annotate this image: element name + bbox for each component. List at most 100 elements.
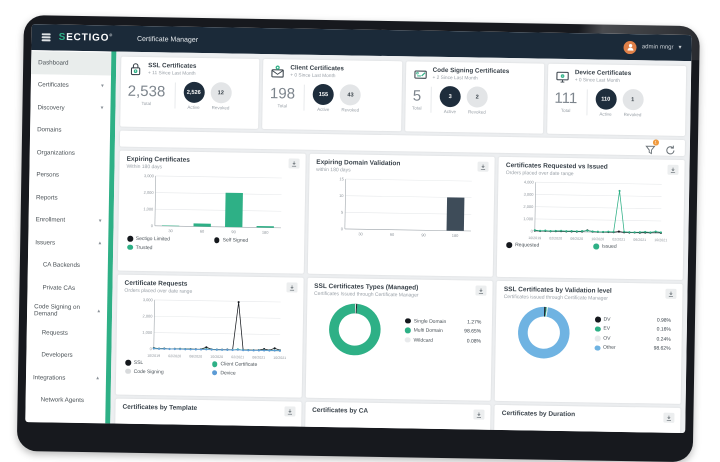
sidebar-item-label: Domains (37, 126, 62, 134)
svg-text:3,000: 3,000 (143, 297, 154, 302)
sidebar-item-label: Private CAs (42, 284, 76, 292)
sectigo-logo: SECTIGO® (58, 31, 114, 44)
stat-revoked-label: Revoked (468, 108, 486, 115)
svg-text:02/2021: 02/2021 (231, 355, 244, 359)
sidebar-item-discovery[interactable]: Discovery ▾ (30, 96, 110, 120)
device-frame: SECTIGO® Certificate Manager admin mngr … (16, 15, 700, 462)
legend-label: SSL (133, 359, 144, 367)
app-title: Certificate Manager (136, 35, 199, 44)
legend-label: OV (603, 335, 611, 342)
stat-total-label: Total (560, 107, 571, 113)
user-avatar-icon[interactable] (623, 40, 637, 54)
chart-card-expiring-domain-validation: Expiring Domain Validation within 180 day… (307, 153, 496, 277)
download-icon[interactable] (286, 282, 298, 293)
sidebar-item-issuers[interactable]: Issuers ▴ (28, 231, 108, 255)
sidebar-item-requests[interactable]: Requests (27, 321, 107, 345)
legend-item: DV 0.98% (594, 316, 672, 324)
download-icon[interactable] (473, 409, 485, 420)
download-icon[interactable] (288, 158, 300, 169)
sidebar-item-persons[interactable]: Persons (29, 164, 109, 188)
svg-text:4,000: 4,000 (524, 179, 535, 184)
stat-active-count: 2,526 (183, 81, 205, 103)
chart-title: Certificates by CA (312, 406, 369, 415)
download-icon[interactable] (475, 285, 487, 296)
chart-card-certificates-by-duration: Certificates by Duration (492, 404, 681, 434)
hamburger-icon[interactable] (41, 33, 51, 42)
svg-text:06/2020: 06/2020 (189, 354, 202, 358)
legend-value: 0.24% (656, 336, 671, 343)
sidebar-item-organizations[interactable]: Organizations (30, 141, 110, 165)
stat-active-count: 155 (312, 83, 335, 106)
chevron-down-icon: ▾ (100, 105, 104, 112)
svg-text:5: 5 (341, 210, 344, 215)
stat-title: SSL Certificates (148, 62, 197, 70)
legend-dot-icon (211, 369, 218, 376)
sidebar-item-label: Requests (41, 329, 68, 337)
chart-card-certificate-requests: Certificate Requests Orders placed over d… (115, 274, 304, 398)
sidebar-item-reports[interactable]: Reports (29, 186, 109, 210)
legend-value: 0.08% (466, 337, 482, 345)
legend-value: 0.16% (656, 326, 671, 334)
sidebar-item-label: Dashboard (38, 58, 69, 67)
sidebar-item-ca-backends[interactable]: CA Backends (28, 254, 108, 278)
sidebar-item-certificates[interactable]: Certificates ▾ (31, 74, 111, 98)
stat-total-value: 2,538 (127, 82, 166, 101)
donut-chart (518, 306, 570, 359)
sidebar-item-developers[interactable]: Developers (26, 344, 106, 368)
legend-label: Other (603, 344, 616, 352)
legend-item: EV 0.16% (594, 325, 671, 334)
stat-title: Device Certificates (574, 69, 632, 78)
stat-active-label: Active (443, 108, 457, 114)
chart-legend: SSL Client Certificate Code Signing Device (123, 360, 295, 377)
legend-label: Client Certificate (220, 361, 258, 368)
download-icon[interactable] (665, 288, 677, 299)
sidebar-item-code-signing-on-demand[interactable]: Code Signing on Demand ▴ (27, 299, 107, 323)
stat-delta: + 11 Since Last Month (148, 70, 196, 77)
svg-text:02/2021: 02/2021 (613, 237, 626, 241)
download-icon[interactable] (663, 412, 675, 423)
stat-total-value: 198 (269, 85, 296, 103)
stat-card-device-certificates: Device Certificates + 0 Since Last Month 1… (546, 63, 687, 136)
legend-item: Wildcard 0.08% (404, 337, 482, 345)
chevron-up-icon: ▴ (96, 375, 100, 382)
legend-label: EV (603, 325, 611, 333)
download-icon[interactable] (477, 161, 489, 172)
sidebar-item-network-agents[interactable]: Network Agents (25, 389, 105, 413)
stat-delta: + 2 Since Last Month (432, 75, 478, 82)
funnel-icon[interactable]: 1 (645, 139, 659, 154)
sidebar-item-integrations[interactable]: Integrations ▴ (26, 366, 106, 390)
svg-text:180: 180 (451, 233, 458, 238)
legend-item: OV 0.24% (594, 335, 671, 343)
bar-chart: 0 1,000 2,000 3,000 30 60 90 180 (143, 173, 282, 235)
sidebar-item-private-cas[interactable]: Private CAs (27, 276, 107, 300)
download-icon[interactable] (667, 164, 679, 175)
legend-label: Device (220, 369, 236, 377)
stat-card-client-certificates: Client Certificates + 0 Since Last Month 1… (262, 58, 402, 132)
legend-dot-icon (125, 368, 131, 375)
legend-item: Trusted (127, 244, 210, 251)
legend-label: Multi Domain (413, 327, 443, 334)
legend-value: 0.98% (656, 317, 672, 324)
sidebar-item-enrollment[interactable]: Enrollment ▾ (28, 209, 108, 233)
stat-delta: + 0 Since Last Month (290, 72, 336, 79)
svg-text:0: 0 (150, 346, 153, 351)
sidebar-item-dashboard[interactable]: Dashboard (31, 51, 112, 75)
svg-text:3,000: 3,000 (144, 173, 155, 178)
svg-text:180: 180 (262, 230, 269, 235)
svg-text:10: 10 (339, 193, 344, 198)
chart-card-certificates-by-ca: Certificates by CA (303, 401, 491, 434)
download-icon[interactable] (284, 406, 296, 417)
user-menu[interactable]: admin mngr ▾ (623, 40, 682, 54)
sidebar-item-label: Discovery (37, 103, 65, 112)
sidebar-item-domains[interactable]: Domains (30, 119, 110, 143)
sidebar-item-label: Reports (35, 193, 58, 202)
svg-text:02/2020: 02/2020 (168, 354, 181, 358)
device-icon (555, 69, 570, 84)
svg-text:2,000: 2,000 (143, 313, 154, 318)
sidebar-item-label: Certificates (37, 81, 69, 90)
legend-item: SSL (125, 360, 208, 367)
svg-text:06/2020: 06/2020 (571, 237, 584, 241)
refresh-icon[interactable] (665, 142, 676, 154)
stat-revoked-count: 1 (622, 88, 644, 111)
legend-dot-icon (593, 243, 599, 250)
